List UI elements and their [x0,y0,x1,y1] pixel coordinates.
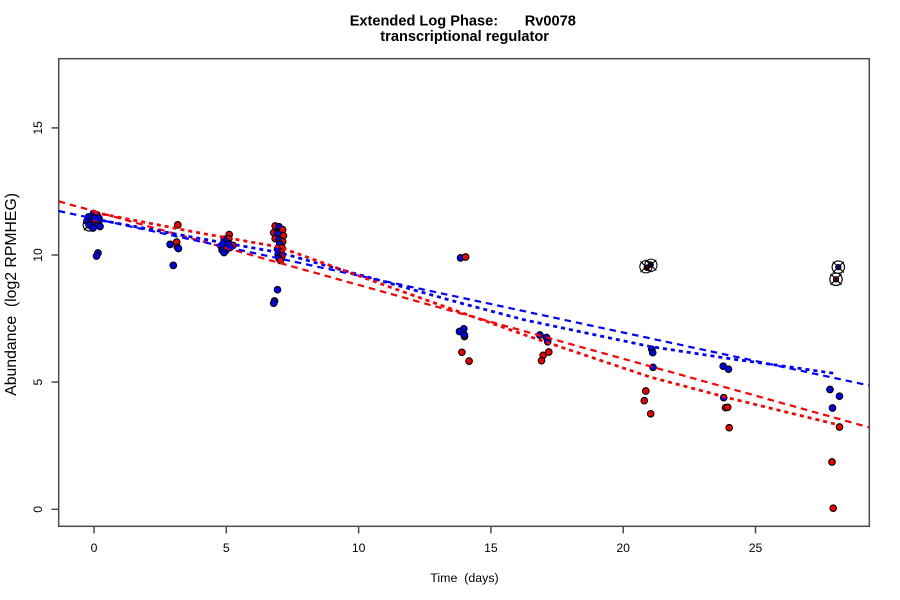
svg-text:0: 0 [91,541,98,555]
svg-text:25: 25 [749,541,763,555]
svg-text:15: 15 [484,541,498,555]
svg-text:10: 10 [31,248,45,262]
svg-text:0: 0 [31,506,45,513]
svg-text:Abundance (log2 RPMHEG): Abundance (log2 RPMHEG) [3,193,20,396]
svg-text:15: 15 [31,121,45,135]
svg-text:20: 20 [616,541,630,555]
svg-text:5: 5 [223,541,230,555]
svg-text:5: 5 [31,378,45,385]
svg-text:transcriptional regulator: transcriptional regulator [380,29,549,45]
svg-text:Time (days): Time (days) [430,571,498,585]
svg-text:Rv0078: Rv0078 [525,13,576,29]
svg-text:Extended Log Phase:: Extended Log Phase: [350,13,498,29]
svg-text:10: 10 [352,541,366,555]
